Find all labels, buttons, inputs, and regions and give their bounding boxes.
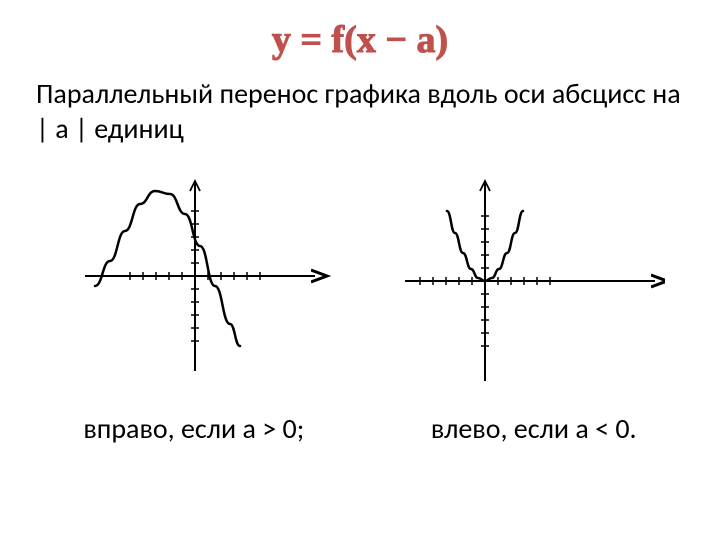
description-text: Параллельный перенос графика вдоль оси а… <box>36 76 684 146</box>
graphs-container <box>0 166 720 386</box>
caption-left: вправо, если a > 0; <box>83 411 304 446</box>
graph-left <box>55 166 335 386</box>
captions-row: вправо, если a > 0; влево, если a < 0. <box>0 411 720 446</box>
caption-right: влево, если a < 0. <box>431 411 637 446</box>
formula-title: y = f(x − a) <box>0 18 720 62</box>
graph-right <box>385 166 665 386</box>
formula-text: y = f(x − a) <box>272 19 448 61</box>
